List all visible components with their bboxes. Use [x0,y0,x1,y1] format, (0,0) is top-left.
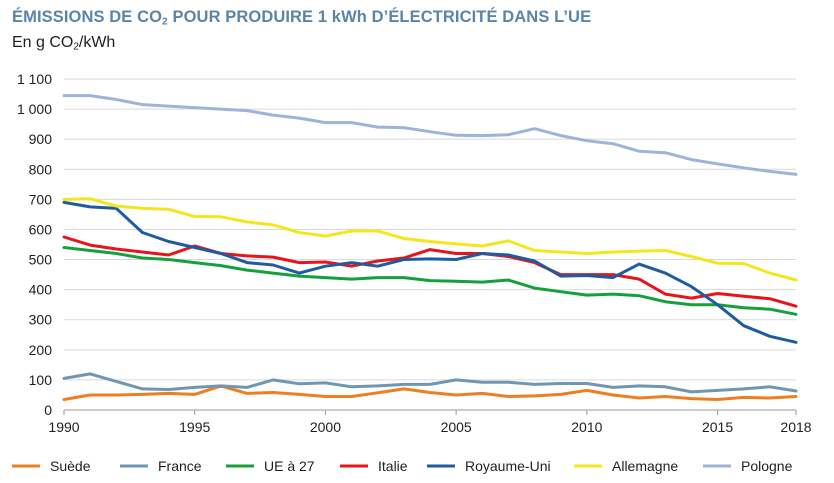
series-line-1 [62,372,798,394]
y-tick-label: 1 000 [17,101,52,117]
legend-label: Allemagne [612,458,678,474]
chart-title: ÉMISSIONS DE CO2 POUR PRODUIRE 1 kWh D’É… [12,8,592,28]
y-tick-label: 200 [29,342,53,358]
x-tick-label: 1995 [179,419,210,435]
legend-label: UE à 27 [264,458,315,474]
legend-label: Royaume-Uni [465,458,551,474]
x-tick-label: 2005 [441,419,472,435]
y-tick-label: 0 [44,402,52,418]
series-line-0 [62,384,798,401]
x-tick-label: 2015 [702,419,733,435]
series-lines [62,94,798,401]
y-tick-label: 400 [29,282,53,298]
x-tick-label: 2018 [780,419,811,435]
legend-label: Suède [50,458,91,474]
y-tick-label: 500 [29,252,53,268]
series-line-5 [62,197,798,282]
x-tick-label: 1990 [48,419,79,435]
series-line-6 [62,94,798,176]
x-tick-label: 2000 [310,419,341,435]
y-tick-label: 700 [29,191,53,207]
legend-label: France [158,458,202,474]
y-tick-label: 800 [29,161,53,177]
y-tick-label: 300 [29,312,53,328]
y-tick-label: 100 [29,372,53,388]
y-axis-tick-labels: 0 100 200 300 400 500 600 700 800 900 1 000 1 100 [17,71,52,418]
series-line-4 [62,200,798,344]
legend: Suède France UE à 27 Italie Royaume-Uni Allem… [12,458,793,474]
y-tick-label: 1 100 [17,71,52,87]
series-line-2 [62,246,798,316]
legend-label: Pologne [741,458,793,474]
chart-subtitle: En g CO2/kWh [12,34,116,53]
legend-label: Italie [378,458,408,474]
series-line-3 [62,235,798,308]
x-tick-label: 2010 [571,419,602,435]
y-tick-label: 600 [29,221,53,237]
gridlines [63,78,797,415]
x-axis-tick-labels: 1990 1995 2000 2005 2010 2015 2018 [48,419,811,435]
y-tick-label: 900 [29,131,53,147]
